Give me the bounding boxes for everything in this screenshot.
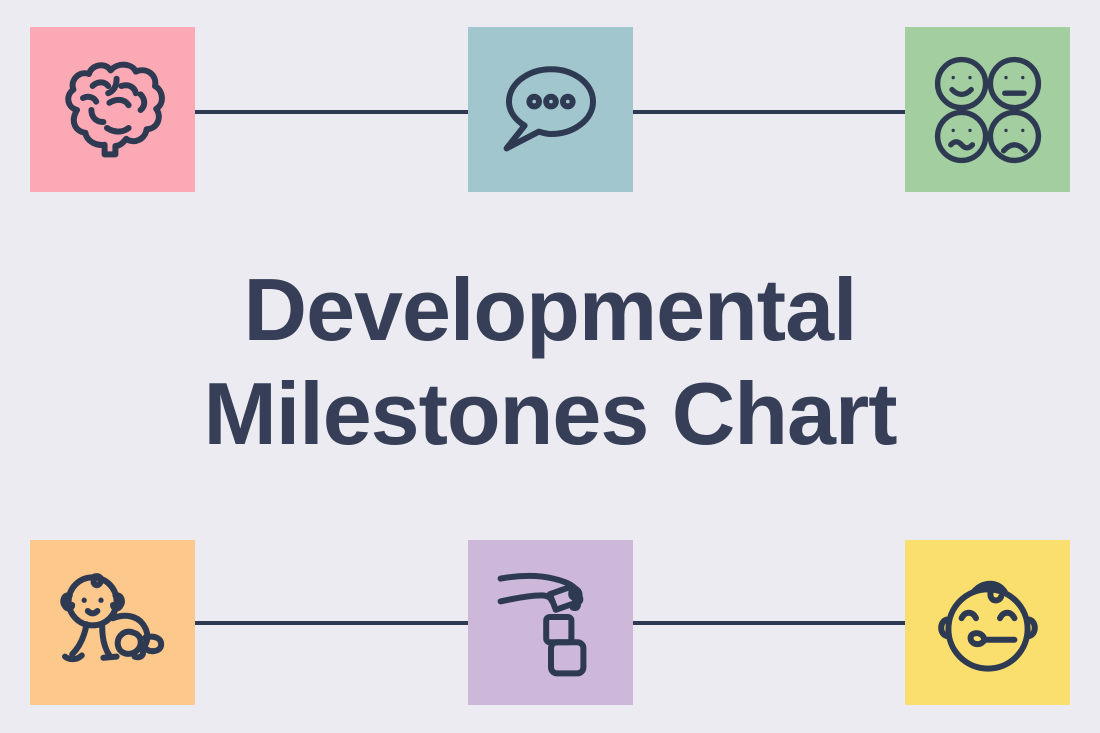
- emotion-faces-icon: [934, 56, 1041, 163]
- title-line-1: Developmental: [243, 260, 858, 359]
- hand-stacking-blocks-icon: [497, 572, 586, 676]
- connector-line: [633, 621, 905, 625]
- page-title: Developmental Milestones Chart: [0, 258, 1100, 466]
- milestone-tile-brain: [30, 27, 195, 192]
- connector-line: [195, 110, 468, 114]
- baby-face-icon: [937, 580, 1038, 672]
- connector-line: [195, 621, 468, 625]
- milestone-tile-stacking: [468, 540, 633, 705]
- crawling-baby-icon: [59, 572, 164, 662]
- milestone-tile-emotions: [905, 27, 1070, 192]
- milestone-tile-crawling: [30, 540, 195, 705]
- milestone-tile-speech: [468, 27, 633, 192]
- speech-bubble-icon: [503, 65, 596, 151]
- milestone-tile-baby-face: [905, 540, 1070, 705]
- connector-line: [633, 110, 905, 114]
- title-line-2: Milestones Chart: [203, 364, 897, 463]
- brain-icon: [64, 61, 165, 157]
